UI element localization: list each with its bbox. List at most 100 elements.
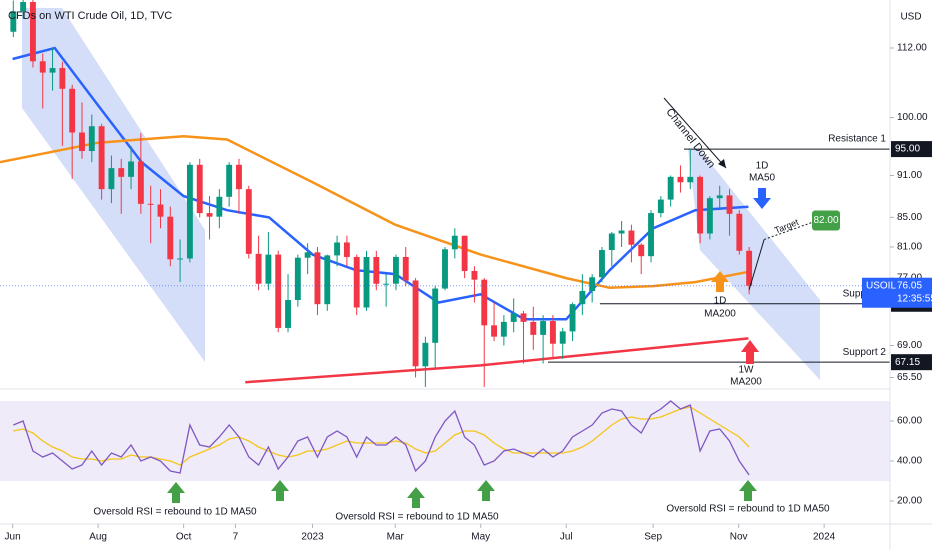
symbol: USOIL [866,280,896,291]
up-arrow [739,480,757,501]
candle-body [638,244,645,257]
ma200-label: 1D [714,296,727,307]
level-price-box [891,141,932,158]
candle-body [177,258,184,260]
candle-body [402,256,409,281]
candle-body [314,252,321,305]
candle-body [285,300,291,328]
up-arrow [711,271,729,292]
candle-body [20,2,27,12]
candle-body [569,304,576,332]
target-box [812,210,840,231]
candle-body [373,256,380,284]
chart-title: CFDs on WTI Crude Oil, 1D, TVC [8,10,172,22]
candle-body [147,203,154,205]
target-line [763,221,813,240]
rsi-note: Oversold RSI = rebound to 1D MA50 [666,504,830,515]
candle-body [39,61,46,73]
candle-body [69,88,76,133]
candle-body [383,283,390,285]
candle-body [677,176,684,183]
up-arrow [741,340,759,364]
x-tick-label: Jul [560,532,573,543]
level-price-box [891,354,932,371]
up-arrow [477,480,495,501]
ma-line [245,337,749,384]
rsi-tick-label: 40.00 [897,456,922,467]
candle-body [108,168,115,190]
candle-body [88,126,95,152]
candle-body [49,68,56,73]
candle-body [59,68,66,89]
rsi-tick-label: 60.00 [897,416,922,427]
rsi-line [13,400,750,476]
rsi-note: Oversold RSI = rebound to 1D MA50 [93,507,257,518]
x-tick-label: Mar [387,532,405,543]
candle-body [481,279,488,326]
ma50-label: MA50 [749,173,776,184]
candle-body [540,321,547,335]
candle-body [716,195,723,199]
level-price: 67.15 [895,357,920,368]
candle-body [549,321,556,344]
y-tick-label: 81.00 [897,242,922,253]
x-tick-label: Aug [89,532,107,543]
candle-body [236,164,242,190]
y-tick-label: 91.00 [897,170,922,181]
candle-body [255,253,262,284]
candle-body [137,161,144,204]
candle-body [491,325,497,337]
target-arrow [748,239,765,290]
candle-body [304,252,311,258]
candle-body [186,164,193,259]
candle-body [628,230,635,245]
candle-body [559,331,566,344]
candle-body [196,164,203,214]
x-tick-label: 2024 [813,532,836,543]
target-value: 82.00 [813,215,838,226]
candle-body [275,254,282,328]
candle-body [294,257,301,301]
candle-body [118,168,125,177]
candle-body [697,176,704,234]
y-tick-label: 65.50 [897,372,922,383]
countdown: 12:35:55 [897,293,932,304]
rsi-pane [0,400,890,481]
candle-body [461,235,468,271]
rsi-band [0,401,890,481]
price-pane [0,0,890,387]
candle-body [648,213,654,257]
candle-body [471,270,478,280]
candle-body [353,256,360,308]
x-tick-label: Sep [644,532,662,543]
candle-body [216,196,223,217]
level-name: Support 2 [843,347,887,358]
y-tick-label: 112.00 [897,43,927,54]
up-arrow [407,487,425,508]
x-tick-label: 2023 [301,532,324,543]
candle-body [334,242,341,256]
x-tick-label: 7 [233,532,239,543]
candle-body [265,254,272,284]
candle-body [29,2,36,62]
down-arrow [753,188,771,209]
ma200-label: MA200 [704,309,736,320]
candle-body [667,176,674,200]
candle-body [500,321,507,337]
candle-body [510,313,517,322]
candle-body [706,198,713,234]
candle-body [324,255,331,305]
candle-body [657,199,664,214]
candle-body [530,321,537,335]
candle-body [393,256,399,284]
candle-body [245,189,252,254]
candle-body [451,235,458,250]
candle-body [226,164,233,197]
candle-body [98,126,105,190]
arrow-head [718,159,726,168]
ma50-label: 1D [756,161,769,172]
up-arrow [271,480,289,501]
level-name: Resistance 1 [828,134,886,145]
candle-body [343,242,350,257]
